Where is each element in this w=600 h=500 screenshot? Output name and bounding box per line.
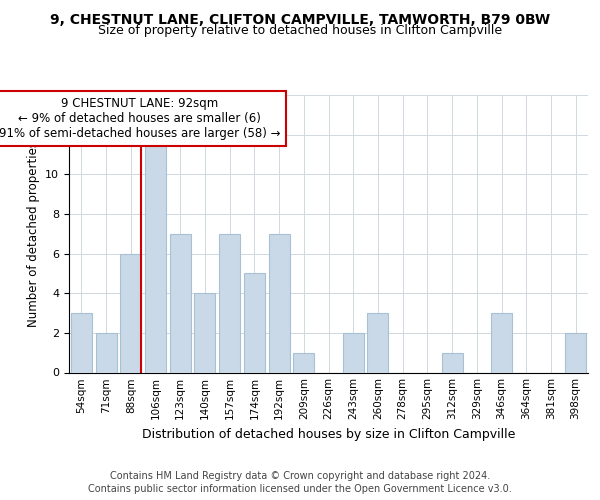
Bar	[491, 313, 512, 372]
Bar	[269, 234, 290, 372]
Text: 9 CHESTNUT LANE: 92sqm
← 9% of detached houses are smaller (6)
91% of semi-detac: 9 CHESTNUT LANE: 92sqm ← 9% of detached …	[0, 97, 280, 140]
Text: Size of property relative to detached houses in Clifton Campville: Size of property relative to detached ho…	[98, 24, 502, 37]
Text: Contains HM Land Registry data © Crown copyright and database right 2024.: Contains HM Land Registry data © Crown c…	[110, 471, 490, 481]
X-axis label: Distribution of detached houses by size in Clifton Campville: Distribution of detached houses by size …	[142, 428, 515, 441]
Bar	[194, 293, 215, 372]
Bar	[71, 313, 92, 372]
Bar	[145, 134, 166, 372]
Bar	[343, 333, 364, 372]
Bar	[170, 234, 191, 372]
Bar	[293, 352, 314, 372]
Text: 9, CHESTNUT LANE, CLIFTON CAMPVILLE, TAMWORTH, B79 0BW: 9, CHESTNUT LANE, CLIFTON CAMPVILLE, TAM…	[50, 12, 550, 26]
Y-axis label: Number of detached properties: Number of detached properties	[26, 141, 40, 327]
Bar	[244, 274, 265, 372]
Text: Contains public sector information licensed under the Open Government Licence v3: Contains public sector information licen…	[88, 484, 512, 494]
Bar	[565, 333, 586, 372]
Bar	[120, 254, 141, 372]
Bar	[95, 333, 116, 372]
Bar	[219, 234, 240, 372]
Bar	[442, 352, 463, 372]
Bar	[367, 313, 388, 372]
